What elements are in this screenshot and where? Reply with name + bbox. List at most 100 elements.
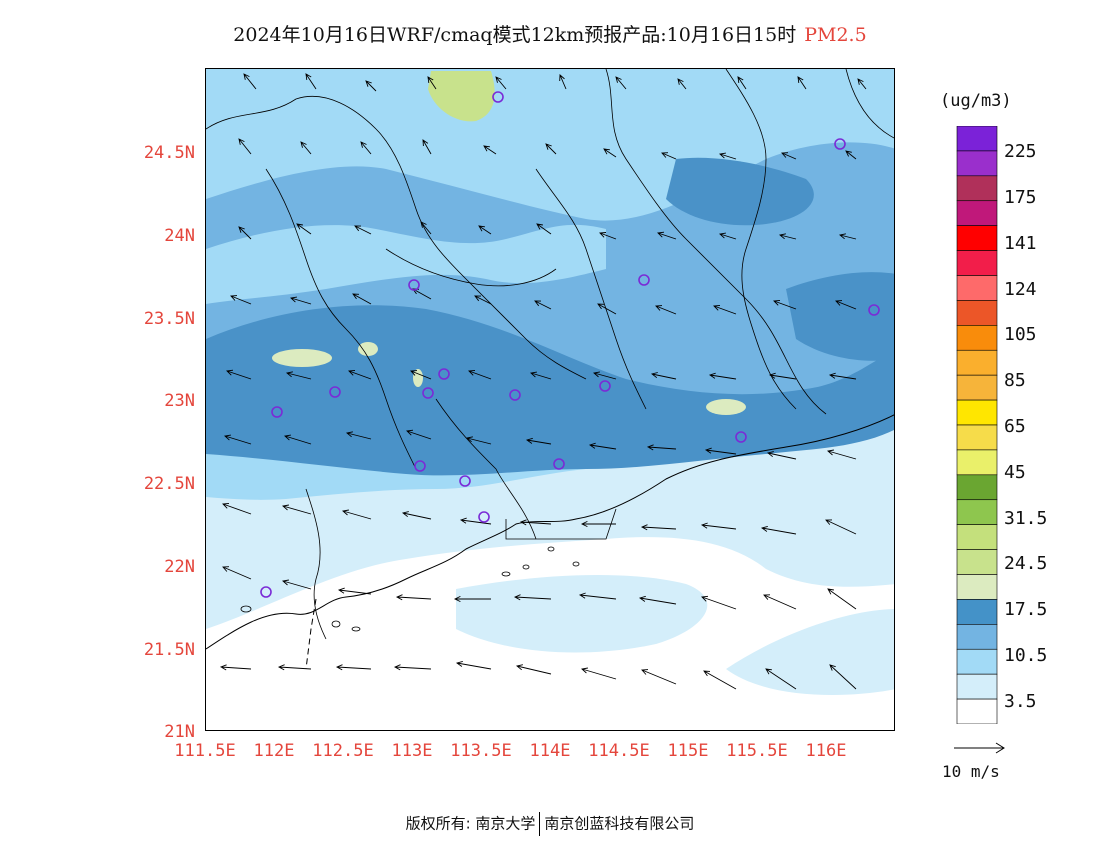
wind-arrow (393, 664, 432, 671)
wind-arrow (827, 588, 857, 610)
lat-label: 23N (164, 391, 195, 411)
lon-label: 114.5E (588, 741, 650, 761)
wind-arrow (857, 78, 867, 90)
wind-arrow (713, 304, 737, 315)
lat-label: 21.5N (143, 640, 195, 660)
colorbar-swatch (956, 349, 998, 376)
colorbar-swatch (956, 449, 998, 476)
copyright-right: 南京创蓝科技有限公司 (544, 814, 695, 833)
wind-arrow (455, 660, 492, 670)
wind-arrow (650, 372, 677, 380)
copyright-left: 版权所有: 南京大学 (405, 814, 536, 833)
wind-arrow (483, 145, 497, 155)
wind-arrow (829, 664, 857, 690)
wind-arrow (657, 231, 677, 240)
wind-arrow (708, 372, 737, 380)
hotspot-green-1 (428, 71, 495, 122)
sea-band (456, 574, 708, 653)
colorbar-swatch (956, 126, 998, 152)
site-marker (271, 406, 283, 418)
colorbar-swatch (956, 599, 998, 625)
colorbar-unit: (ug/m3) (940, 91, 1012, 111)
wind-arrow (226, 369, 252, 380)
wind-arrow (478, 225, 492, 235)
wind-arrow (305, 73, 317, 90)
wind-arrow (352, 293, 372, 305)
site-marker (422, 387, 434, 399)
wind-arrow (781, 152, 797, 160)
wind-arrow (835, 300, 857, 310)
wind-arrow (828, 372, 857, 380)
site-marker (599, 380, 611, 392)
colorbar-swatch (956, 225, 998, 251)
wind-arrow (222, 566, 252, 580)
coastline (206, 414, 894, 650)
wind-arrow (773, 299, 797, 310)
wind-arrow (453, 595, 491, 603)
colorbar-swatch (956, 399, 998, 426)
colorbar-swatch (956, 200, 998, 226)
wind-arrow (474, 295, 492, 305)
hotspot-east (786, 272, 894, 361)
site-marker (260, 586, 272, 598)
site-marker (834, 138, 846, 150)
wind-arrow (281, 504, 312, 515)
site-marker (638, 274, 650, 286)
wind-arrow (638, 595, 677, 605)
hotspot-green-2 (272, 349, 332, 367)
wind-arrow (826, 449, 857, 460)
wind-arrow (513, 594, 552, 601)
lat-label: 23.5N (143, 309, 195, 329)
lon-label: 116E (805, 741, 847, 761)
wind-arrow (825, 519, 857, 535)
wind-arrow (300, 141, 312, 155)
colorbar-swatch (956, 574, 998, 600)
colorbar-swatches (956, 126, 998, 724)
wind-arrow (661, 152, 677, 160)
site-marker (553, 458, 565, 470)
lon-label: 115.5E (726, 741, 788, 761)
islands (240, 546, 580, 632)
hotspot-northeast (666, 157, 814, 226)
colorbar-label: 31.5 (1004, 508, 1048, 529)
colorbar-label: 105 (1004, 324, 1037, 345)
wind-arrow (599, 232, 617, 240)
wind-arrow (238, 226, 252, 240)
wind-arrow (427, 76, 437, 90)
wind-arrow (468, 369, 492, 380)
wind-arrow (224, 434, 252, 445)
colorbar-swatch (956, 499, 998, 525)
wind-arrow (515, 664, 552, 675)
wind-arrow (459, 517, 492, 525)
wind-arrow (465, 436, 492, 445)
wind-arrow (345, 431, 372, 440)
colorbar-label: 85 (1004, 370, 1026, 391)
lon-label: 114E (529, 741, 571, 761)
colorbar-label: 225 (1004, 141, 1037, 162)
colorbar-swatch (956, 150, 998, 177)
wind-arrow (360, 141, 372, 155)
wind-arrow (401, 511, 432, 520)
colorbar-label: 10.5 (1004, 645, 1048, 666)
lat-label: 24N (164, 226, 195, 246)
wind-arrow (219, 664, 252, 671)
wind-arrow (536, 223, 552, 235)
wind-arrow (365, 80, 377, 92)
wind-arrow (290, 296, 312, 305)
wind-arrow (285, 371, 312, 380)
colorbar-swatch (956, 424, 998, 451)
wind-arrow (765, 668, 797, 690)
wind-arrow (592, 371, 617, 380)
site-marker (478, 511, 490, 523)
colorbar (956, 126, 998, 724)
wind-arrow (243, 73, 257, 90)
colorbar-label: 65 (1004, 416, 1026, 437)
wind-arrow (763, 594, 797, 610)
pollution-band-central (206, 305, 894, 476)
lon-label: 112.5E (312, 741, 374, 761)
site-marker (438, 368, 450, 380)
monitoring-sites (260, 91, 880, 598)
wind-arrow (778, 233, 797, 240)
wind-arrow (410, 370, 432, 380)
wind-arrow (646, 444, 677, 451)
